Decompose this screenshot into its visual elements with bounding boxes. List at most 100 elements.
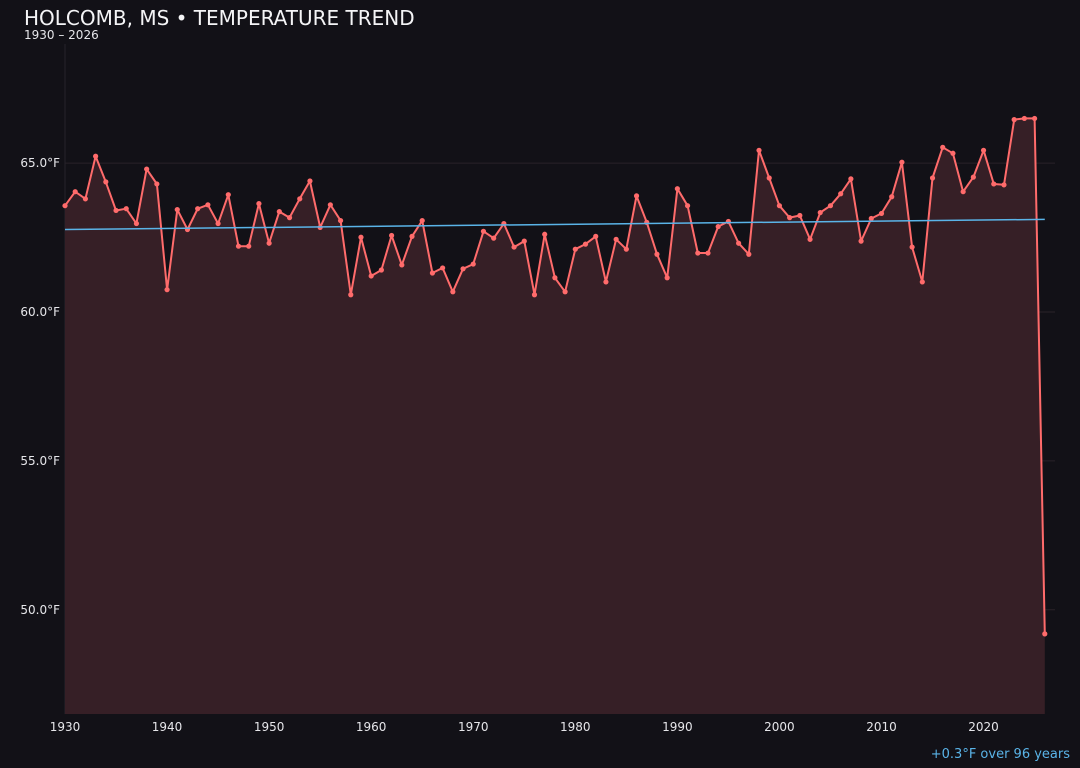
data-point bbox=[664, 275, 670, 281]
x-tick-label: 1980 bbox=[560, 720, 591, 734]
data-point bbox=[736, 240, 742, 246]
data-point bbox=[144, 166, 150, 172]
x-tick-label: 2020 bbox=[968, 720, 999, 734]
data-point bbox=[593, 233, 599, 239]
x-tick-label: 1930 bbox=[50, 720, 81, 734]
data-point bbox=[72, 189, 78, 195]
data-point bbox=[613, 236, 619, 242]
data-point bbox=[235, 243, 242, 249]
data-point bbox=[562, 289, 568, 295]
data-point bbox=[776, 203, 783, 209]
temperature-area bbox=[65, 118, 1045, 714]
x-tick-label: 2010 bbox=[866, 720, 897, 734]
data-point bbox=[970, 174, 976, 180]
data-point bbox=[542, 231, 548, 237]
data-point bbox=[93, 153, 99, 159]
data-point bbox=[807, 236, 813, 242]
x-tick-label: 1950 bbox=[254, 720, 285, 734]
data-point bbox=[633, 193, 640, 199]
data-point bbox=[286, 215, 293, 221]
data-point bbox=[623, 246, 629, 252]
data-point bbox=[909, 244, 915, 250]
trend-annotation: +0.3°F over 96 years bbox=[930, 747, 1070, 762]
data-point bbox=[276, 209, 282, 215]
data-point bbox=[838, 191, 844, 197]
data-point bbox=[327, 202, 333, 208]
data-point bbox=[787, 215, 793, 221]
data-point bbox=[205, 202, 211, 208]
data-point bbox=[419, 217, 425, 224]
data-point bbox=[572, 246, 578, 252]
y-tick-label: 65.0°F bbox=[20, 156, 60, 170]
data-point bbox=[1011, 117, 1017, 123]
data-point bbox=[929, 175, 936, 181]
data-point bbox=[256, 201, 262, 207]
data-point bbox=[603, 279, 609, 285]
data-point bbox=[582, 241, 589, 247]
data-point bbox=[521, 238, 527, 244]
data-point bbox=[868, 215, 874, 222]
chart-title: HOLCOMB, MS • TEMPERATURE TREND bbox=[24, 6, 415, 30]
data-point bbox=[746, 251, 752, 257]
data-point bbox=[174, 206, 180, 213]
data-point bbox=[797, 212, 803, 219]
x-tick-label: 1990 bbox=[662, 720, 693, 734]
data-point bbox=[511, 244, 517, 250]
data-point bbox=[705, 250, 711, 256]
data-point bbox=[848, 176, 854, 182]
data-point bbox=[654, 251, 660, 257]
data-point bbox=[246, 243, 252, 249]
data-point bbox=[756, 147, 762, 153]
data-point bbox=[123, 206, 129, 212]
data-point bbox=[82, 196, 89, 202]
data-point bbox=[695, 250, 701, 256]
data-point bbox=[62, 203, 68, 209]
data-point bbox=[1031, 115, 1038, 122]
data-point bbox=[899, 159, 905, 165]
data-point bbox=[337, 217, 344, 224]
data-point bbox=[440, 265, 446, 271]
y-tick-label: 55.0°F bbox=[20, 454, 60, 468]
x-tick-label: 2000 bbox=[764, 720, 795, 734]
data-point bbox=[307, 178, 313, 184]
data-point bbox=[940, 144, 946, 150]
data-point bbox=[531, 292, 538, 298]
data-point bbox=[766, 175, 772, 181]
data-point bbox=[1001, 182, 1007, 188]
data-point bbox=[266, 240, 272, 246]
data-point bbox=[991, 181, 997, 187]
data-point bbox=[858, 238, 864, 244]
data-point bbox=[225, 192, 231, 198]
data-point bbox=[827, 203, 834, 209]
data-point bbox=[460, 266, 466, 272]
data-point bbox=[297, 196, 303, 202]
x-tick-label: 1960 bbox=[356, 720, 387, 734]
x-tick-label: 1970 bbox=[458, 720, 489, 734]
data-point bbox=[409, 233, 415, 239]
data-point bbox=[889, 194, 895, 200]
data-point bbox=[491, 235, 497, 241]
chart-subtitle: 1930 – 2026 bbox=[24, 28, 99, 42]
data-point bbox=[980, 147, 987, 153]
y-tick-label: 60.0°F bbox=[20, 305, 60, 319]
data-point bbox=[480, 228, 487, 234]
data-point bbox=[817, 209, 823, 216]
y-tick-label: 50.0°F bbox=[20, 603, 60, 617]
data-point bbox=[103, 179, 109, 185]
data-point bbox=[552, 275, 558, 281]
data-point bbox=[164, 287, 170, 293]
data-point bbox=[1042, 631, 1048, 637]
data-point bbox=[399, 262, 405, 268]
data-point bbox=[348, 292, 354, 298]
data-point bbox=[378, 267, 384, 273]
data-point bbox=[388, 232, 395, 239]
data-point bbox=[368, 273, 374, 279]
data-point bbox=[154, 181, 160, 187]
data-point bbox=[215, 220, 221, 227]
data-point bbox=[470, 261, 476, 267]
data-point bbox=[674, 186, 680, 192]
data-point bbox=[715, 223, 721, 230]
data-point bbox=[684, 203, 691, 209]
data-point bbox=[919, 279, 925, 285]
